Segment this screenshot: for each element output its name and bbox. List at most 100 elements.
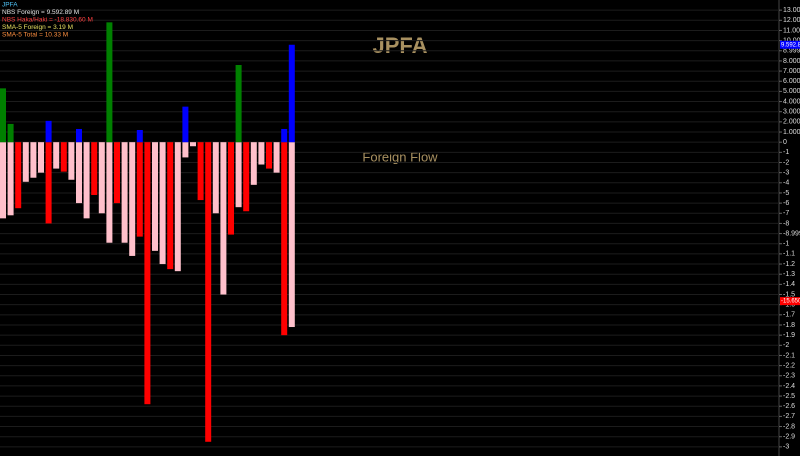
y-tick-label: 13.000M <box>783 7 800 14</box>
bar <box>45 142 52 224</box>
bar <box>53 142 60 169</box>
y-tick-label: 7.000M <box>783 68 800 75</box>
bar <box>228 142 234 235</box>
bar <box>190 142 196 147</box>
bar <box>281 128 288 143</box>
bar <box>174 142 181 272</box>
bar <box>106 142 113 243</box>
y-tick-label: 5.000M <box>783 88 800 95</box>
bar <box>182 106 189 143</box>
y-tick-label: 4.000M <box>783 98 800 105</box>
y-tick-label: -1.2 <box>783 261 795 268</box>
y-tick-label: -1.4 <box>783 281 795 288</box>
bar <box>68 142 75 180</box>
y-tick-label: 2.000M <box>783 119 800 126</box>
price-marker <box>780 40 800 49</box>
legend-entry: NBS Haka/Haki = -18.830.60 M <box>2 17 93 24</box>
y-tick-label: -2.7 <box>783 413 795 420</box>
bar <box>288 44 295 143</box>
legend-entry: SMA-5 Foreign = 3.19 M <box>2 24 73 31</box>
y-tick-label: -1.9 <box>783 332 795 339</box>
bar <box>15 142 22 209</box>
y-tick-label: -1 <box>783 241 789 248</box>
bar <box>106 22 113 143</box>
bar <box>91 142 98 195</box>
bar <box>114 142 120 204</box>
bar <box>288 142 295 328</box>
y-tick-label: -8.999999 <box>783 230 800 237</box>
legend-entry: JPFA <box>2 2 18 9</box>
bar <box>273 142 280 173</box>
bar <box>30 142 37 178</box>
y-tick-label: 11.000M <box>783 27 800 34</box>
legend-entry: SMA-5 Total = 10.33 M <box>2 32 68 39</box>
y-tick-label: -2 <box>783 342 789 349</box>
y-tick-label: -2.8 <box>783 423 795 430</box>
bar <box>235 64 242 143</box>
y-tick-label: 8.999.999M <box>783 48 800 55</box>
chart-title: JPFA <box>372 33 427 58</box>
y-tick-label: -1.8 <box>783 322 795 329</box>
bar <box>197 142 204 201</box>
chart-subtitle: Foreign Flow <box>362 149 438 164</box>
bar <box>136 129 143 143</box>
bar <box>182 142 189 158</box>
bar <box>152 142 158 251</box>
y-tick-label: -1.7 <box>783 312 795 319</box>
bar <box>243 142 250 212</box>
price-marker-label: -15.650 <box>781 299 800 305</box>
bar <box>121 142 128 243</box>
y-tick-label: 3.000M <box>783 109 800 116</box>
bar <box>83 142 90 219</box>
bar <box>235 142 242 208</box>
y-tick-label: -2 <box>783 159 789 166</box>
y-tick-label: -3 <box>783 169 789 176</box>
bar <box>205 142 212 442</box>
bar <box>7 142 14 216</box>
bar <box>76 128 82 143</box>
y-tick-label: -2.9 <box>783 434 795 441</box>
bar <box>98 142 105 214</box>
bar <box>22 142 29 182</box>
y-tick-label: -1.3 <box>783 271 795 278</box>
bar <box>136 142 143 237</box>
bar <box>258 142 265 165</box>
y-tick-label: 1.000M <box>783 129 800 136</box>
price-marker <box>780 297 800 306</box>
bar <box>0 142 6 219</box>
bar <box>129 142 136 256</box>
y-tick-label: -4 <box>783 180 789 187</box>
legend-entry: NBS Foreign = 9.592.89 M <box>2 9 79 16</box>
y-tick-label: -6 <box>783 200 789 207</box>
y-tick-label: -2.6 <box>783 403 795 410</box>
y-tick-label: -1 <box>783 149 789 156</box>
bar <box>281 142 288 336</box>
y-tick-label: 8.000M <box>783 58 800 65</box>
bar <box>212 142 219 214</box>
y-tick-label: 0 <box>783 139 787 146</box>
bar <box>159 142 166 265</box>
y-tick-label: -2.4 <box>783 383 795 390</box>
y-tick-label: -2.1 <box>783 352 795 359</box>
y-tick-label: -1.5 <box>783 291 795 298</box>
bar <box>60 142 67 172</box>
bar <box>266 142 272 169</box>
y-tick-label: -2.2 <box>783 362 795 369</box>
y-tick-label: -7 <box>783 210 789 217</box>
y-tick-label: -2.5 <box>783 393 795 400</box>
bar <box>167 142 174 270</box>
bar <box>45 120 52 143</box>
price-marker-label: 9.592.89 <box>781 42 800 48</box>
y-tick-label: -1.1 <box>783 251 795 258</box>
bar <box>0 88 6 143</box>
bar <box>250 142 257 185</box>
bar <box>144 142 151 405</box>
bar <box>220 142 227 295</box>
bar <box>7 123 14 143</box>
y-tick-label: -3 <box>783 444 789 451</box>
bar <box>76 142 82 204</box>
y-tick-label: -5 <box>783 190 789 197</box>
bar <box>38 142 44 173</box>
